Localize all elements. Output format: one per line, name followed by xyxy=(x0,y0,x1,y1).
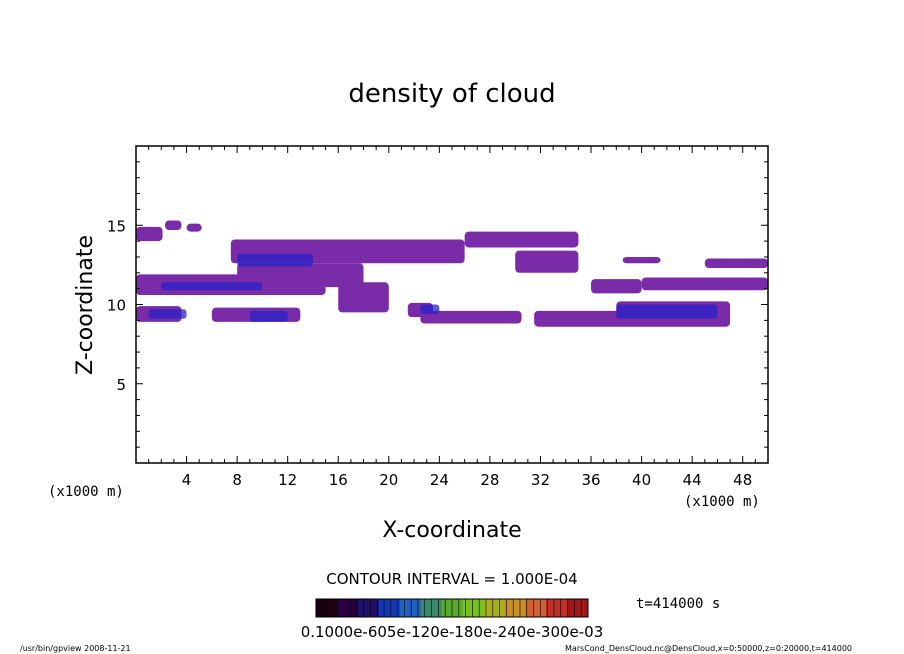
cloud-dense-region xyxy=(237,253,313,267)
footer-left: /usr/bin/gpview 2008-11-21 xyxy=(20,644,131,653)
x-tick-label: 40 xyxy=(632,471,651,489)
x-axis-label: X-coordinate xyxy=(382,518,521,543)
cloud-dense-region xyxy=(148,309,187,319)
axis-ticks xyxy=(136,146,768,463)
cloud-region xyxy=(622,256,661,264)
colorbar-labels: 0.1000e-605e-120e-180e-240e-300e-03 xyxy=(301,623,604,641)
cloud-dense-region xyxy=(420,304,440,315)
cloud-region xyxy=(165,220,182,231)
y-tick-label: 15 xyxy=(107,217,126,235)
x-tick-label: 24 xyxy=(430,471,449,489)
y-tick-label: 5 xyxy=(116,376,126,394)
x-tick-label: 48 xyxy=(733,471,752,489)
cloud-region xyxy=(641,277,768,291)
colorbar-frame xyxy=(315,598,589,618)
colorbar-swatch xyxy=(525,599,547,617)
cloud-dense-region xyxy=(616,304,718,319)
colorbar-swatch xyxy=(483,599,505,617)
cloud-region xyxy=(591,279,642,294)
chart-title: density of cloud xyxy=(348,79,555,109)
y-axis-label: Z-coordinate xyxy=(73,235,98,375)
contour-interval: CONTOUR INTERVAL = 1.000E-04 xyxy=(326,570,577,588)
colorbar xyxy=(315,599,589,617)
colorbar-swatch xyxy=(462,599,484,617)
time-label: t=414000 s xyxy=(636,596,720,612)
cloud-region xyxy=(704,258,768,269)
colorbar-swatch xyxy=(399,599,422,617)
cloud-region xyxy=(237,263,364,288)
x-tick-label: 44 xyxy=(683,471,702,489)
colorbar-swatch xyxy=(567,599,589,617)
x-tick-label: 32 xyxy=(531,471,550,489)
x-tick-label: 4 xyxy=(182,471,192,489)
x-tick-label: 28 xyxy=(480,471,499,489)
cloud-region xyxy=(136,285,162,295)
cloud-density-field xyxy=(136,220,768,327)
colorbar-swatch xyxy=(316,599,338,617)
cloud-region xyxy=(136,226,163,242)
cloud-region xyxy=(287,239,364,253)
x-tick-label: 12 xyxy=(278,471,297,489)
cloud-region xyxy=(186,223,202,232)
colorbar-swatch xyxy=(504,599,526,617)
colorbar-swatch xyxy=(546,599,568,617)
cloud-dense-region xyxy=(161,282,263,291)
cloud-dense-region xyxy=(249,310,288,322)
x-unit-left: (x1000 m) xyxy=(48,484,124,500)
x-unit-right: (x1000 m) xyxy=(684,494,760,510)
x-tick-labels: 4 8 12 16 20 24 28 32 36 40 44 48 xyxy=(182,471,752,489)
cloud-region xyxy=(464,231,579,248)
cloud-region xyxy=(515,250,579,273)
y-tick-labels: 5 10 15 xyxy=(107,217,126,394)
colorbar-swatch xyxy=(336,599,359,617)
x-tick-label: 20 xyxy=(379,471,398,489)
footer-right: MarsCond_DensCloud.nc@DensCloud,x=0:5000… xyxy=(565,644,852,653)
cloud-region xyxy=(420,310,522,324)
colorbar-swatch xyxy=(378,599,401,617)
x-tick-label: 16 xyxy=(329,471,348,489)
y-tick-label: 10 xyxy=(107,297,126,315)
cloud-region xyxy=(338,282,389,313)
colorbar-swatch xyxy=(357,599,380,617)
x-tick-label: 8 xyxy=(232,471,242,489)
x-tick-label: 36 xyxy=(581,471,600,489)
